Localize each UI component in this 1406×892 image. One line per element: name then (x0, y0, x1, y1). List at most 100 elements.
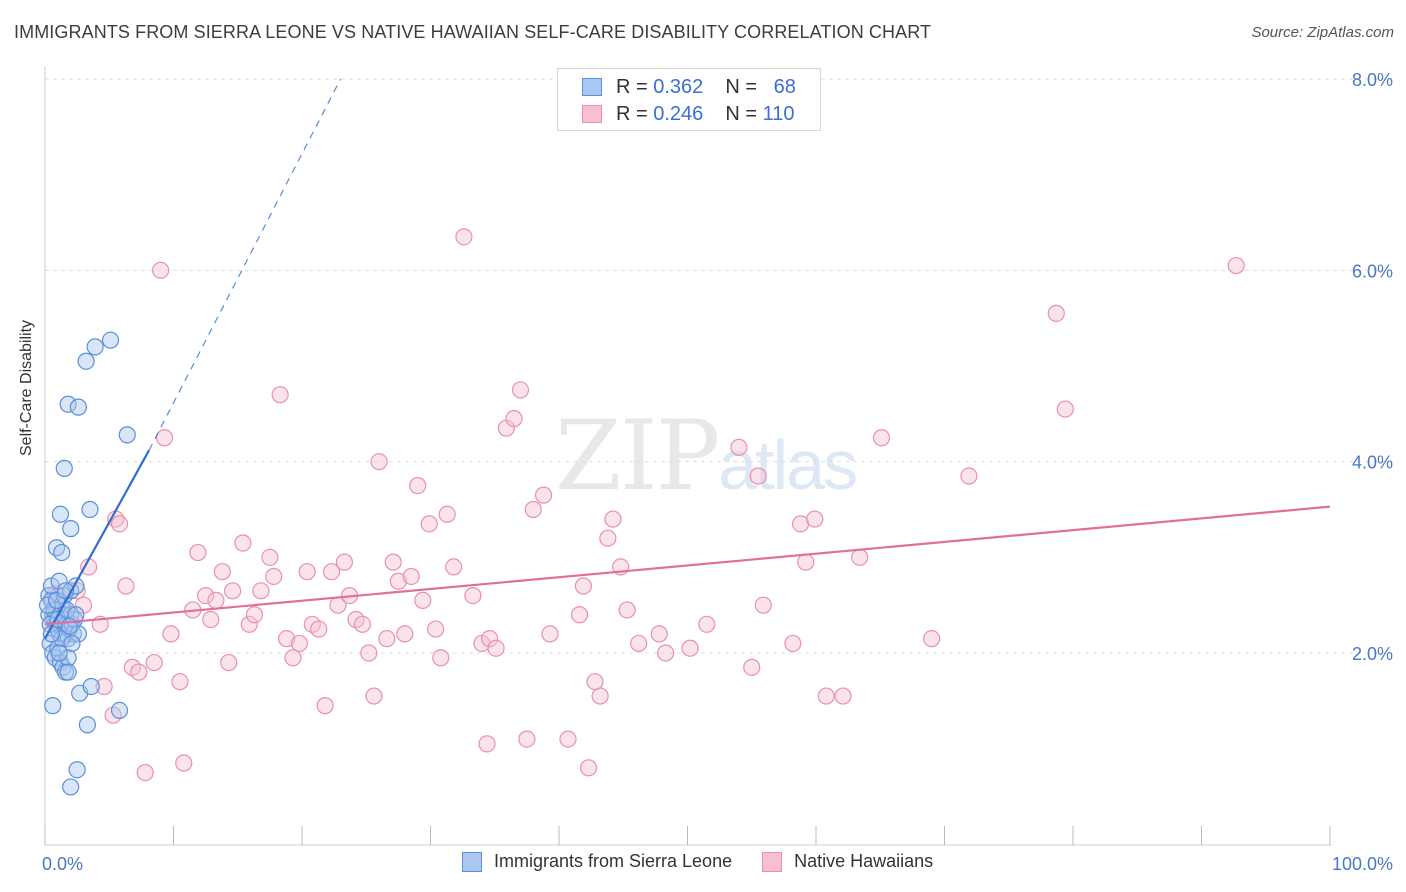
n-value: 68 (773, 75, 796, 98)
legend-item-native-hawaiians[interactable]: Native Hawaiians (762, 851, 933, 872)
sierra-leone-point (63, 634, 81, 653)
native-hawaiian-point (784, 634, 802, 653)
native-hawaiian-point (730, 438, 748, 456)
native-hawaiian-point (797, 553, 815, 571)
native-hawaiian-point (420, 515, 438, 533)
native-hawaiian-point (202, 610, 220, 629)
sierra-leone-trend-line (44, 449, 151, 640)
legend-label: Native Hawaiians (794, 851, 934, 871)
source-label: Source: ZipAtlas.com (1251, 24, 1394, 41)
native-hawaiian-point (171, 673, 189, 691)
n-value: 110 (762, 102, 795, 125)
native-hawaiian-point (110, 515, 129, 533)
sierra-leone-point (50, 644, 68, 662)
native-hawaiian-point (478, 735, 496, 753)
native-hawaiian-point (409, 476, 427, 495)
watermark-zip: ZIP (555, 400, 720, 512)
native-hawaiian-point (316, 697, 334, 715)
native-hawaiian-point (298, 563, 316, 581)
native-hawaiian-point (1047, 304, 1065, 322)
stats-row-native-hawaiians: R = 0.246 N = 110 (582, 102, 794, 126)
native-hawaiian-point (427, 620, 445, 638)
native-hawaiian-point (505, 410, 523, 428)
native-hawaiian-point (284, 649, 302, 667)
native-hawaiian-point (534, 486, 553, 504)
native-hawaiian-point (136, 763, 154, 782)
native-hawaiian-point (130, 663, 148, 681)
native-hawaiian-point (574, 577, 593, 595)
stats-row-sierra-leone: R = 0.362 N = 68 (582, 75, 796, 99)
native-hawaiian-trend-line (44, 505, 1331, 626)
r-value: 0.246 (653, 102, 704, 125)
native-hawaiian-point (698, 615, 716, 633)
axes (44, 66, 1331, 846)
r-value: 0.362 (653, 75, 704, 98)
native-hawaiian-point (240, 615, 258, 633)
native-hawaiian-point (175, 754, 193, 772)
sierra-leone-point (86, 338, 104, 356)
sierra-leone-point (68, 761, 86, 779)
native-hawaiian-point (604, 510, 622, 528)
sierra-leone-point (69, 398, 88, 416)
sierra-leone-point (62, 778, 80, 796)
sierra-leone-point (59, 395, 77, 413)
native-hawaiian-point (234, 534, 252, 552)
native-hawaiian-point (322, 563, 341, 581)
native-hawaiian-point (487, 639, 505, 657)
native-hawaiian-point (384, 553, 402, 571)
native-hawaiian-point (511, 381, 530, 399)
native-hawaiian-point (197, 586, 215, 605)
native-hawaiian-point (591, 687, 609, 705)
native-hawaiian-point (360, 644, 378, 662)
native-hawaiian-point (1227, 256, 1245, 275)
native-hawaiian-point (834, 687, 852, 705)
sierra-leone-point (118, 426, 136, 444)
native-hawaiian-point (265, 567, 283, 586)
sierra-leone-point (55, 459, 73, 477)
tick-labels: 2.0% 4.0% 6.0% 8.0% 0.0% 100.0% (42, 70, 1393, 874)
native-hawaiian-point (414, 591, 432, 609)
sierra-leone-trend-extension (148, 78, 342, 451)
native-hawaiian-point (310, 620, 328, 638)
legend-item-sierra-leone[interactable]: Immigrants from Sierra Leone (462, 851, 732, 872)
legend-swatch-blue (462, 851, 482, 872)
native-hawaiians-points (42, 228, 1245, 782)
chart-title: IMMIGRANTS FROM SIERRA LEONE VS NATIVE H… (14, 22, 932, 42)
native-hawaiian-point (396, 625, 414, 643)
sierra-leone-point (59, 663, 77, 681)
sierra-leone-point (78, 716, 97, 734)
sierra-leone-points (38, 331, 136, 796)
r-label: R = (616, 102, 648, 125)
gridlines (45, 78, 1392, 654)
native-hawaiian-point (290, 634, 309, 653)
native-hawaiian-point (261, 548, 279, 566)
native-hawaiian-point (1056, 400, 1074, 418)
sierra-leone-point (47, 539, 66, 557)
native-hawaiian-point (559, 730, 577, 748)
native-hawaiian-point (378, 630, 396, 648)
native-hawaiian-point (220, 653, 238, 672)
native-hawaiian-point (189, 543, 207, 562)
sierra-leone-point (77, 352, 95, 370)
native-hawaiian-point (95, 677, 113, 696)
r-label: R = (616, 75, 648, 98)
native-hawaiian-point (524, 500, 542, 519)
native-hawaiian-point (155, 429, 174, 447)
native-hawaiian-point (207, 591, 225, 609)
native-hawaiian-point (353, 615, 371, 633)
sierra-leone-point (62, 520, 80, 538)
native-hawaiian-point (618, 601, 636, 619)
trend-lines (44, 78, 1331, 640)
native-hawaiian-point (817, 687, 835, 705)
legend-swatch-blue (582, 78, 602, 96)
legend-swatch-pink (762, 851, 783, 872)
native-hawaiian-point (851, 548, 869, 566)
native-hawaiian-point (541, 625, 559, 643)
native-hawaiian-point (749, 467, 767, 485)
native-hawaiian-point (681, 639, 699, 657)
native-hawaiian-point (224, 582, 242, 600)
native-hawaiian-point (481, 630, 499, 648)
native-hawaiian-point (245, 606, 264, 624)
native-hawaiian-point (630, 634, 648, 653)
